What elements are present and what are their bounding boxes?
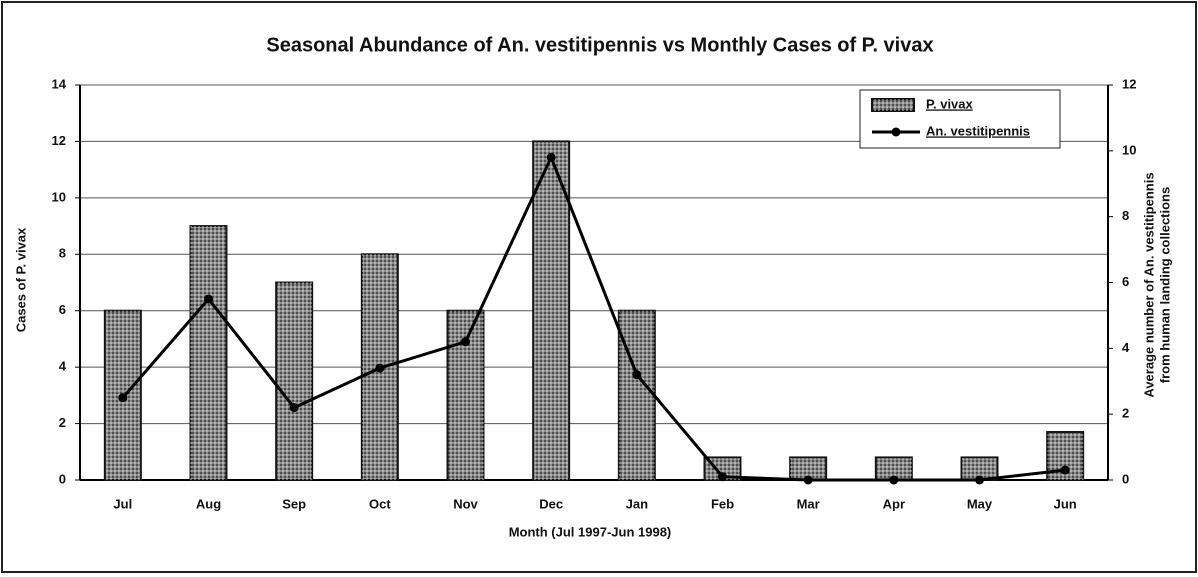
line-point [546, 152, 556, 162]
y2-tick-label: 4 [1122, 340, 1130, 355]
line-point [632, 370, 642, 380]
y-tick-label: 8 [59, 246, 66, 261]
y2-tick-label: 10 [1122, 142, 1136, 157]
y2-tick-label: 2 [1122, 406, 1129, 421]
y2-tick-label: 0 [1122, 471, 1129, 486]
y2-axis-label: from human landing collections [1157, 187, 1172, 383]
line [121, 153, 1066, 482]
y-tick-label: 4 [59, 359, 67, 374]
bar [617, 309, 656, 482]
line-point [204, 294, 213, 304]
y-axis-label: Cases of P. vivax [13, 227, 28, 332]
bar [446, 309, 485, 482]
line-point [118, 393, 128, 403]
line-point [461, 337, 470, 347]
x-tick-label: Jan [626, 496, 648, 511]
x-tick-label: Nov [453, 496, 478, 511]
line-point [889, 475, 899, 485]
legend-texture [872, 99, 914, 111]
x-tick-label: Aug [196, 496, 221, 511]
line-point [289, 403, 299, 413]
x-axis-label: Month (Jul 1997-Jun 1998) [509, 524, 672, 539]
legend-marker [891, 127, 901, 137]
y-tick-label: 10 [52, 189, 66, 204]
y-tick-label: 12 [52, 133, 66, 148]
legend-label: An. vestitipennis [926, 123, 1030, 138]
line-point [375, 363, 385, 373]
y2-tick-label: 12 [1122, 76, 1136, 91]
y-tick-label: 2 [59, 415, 66, 430]
y-tick-label: 6 [59, 302, 66, 317]
x-tick-label: Dec [539, 496, 563, 511]
y2-tick-label: 6 [1122, 274, 1129, 289]
line-point [975, 475, 984, 485]
x-tick-label: Jun [1054, 496, 1077, 511]
line-point [803, 475, 813, 485]
y-tick-label: 0 [59, 471, 66, 486]
x-tick-label: Sep [282, 496, 306, 511]
line-point [1060, 465, 1070, 475]
chart-title: Seasonal Abundance of An. vestitipennis … [266, 34, 933, 56]
x-tick-label: Feb [711, 496, 734, 511]
y-tick-label: 14 [52, 76, 67, 91]
x-tick-label: Apr [883, 496, 905, 511]
x-tick-label: Mar [797, 496, 820, 511]
legend-label: P. vivax [926, 96, 974, 111]
x-tick-label: Jul [113, 496, 132, 511]
bar [275, 281, 314, 481]
y2-tick-label: 8 [1122, 208, 1129, 223]
x-tick-label: May [967, 496, 993, 511]
bar [189, 225, 228, 481]
line-point [718, 472, 727, 482]
x-tick-label: Oct [369, 496, 391, 511]
y2-axis-label: Average number of An. vestitipennis [1141, 172, 1156, 397]
